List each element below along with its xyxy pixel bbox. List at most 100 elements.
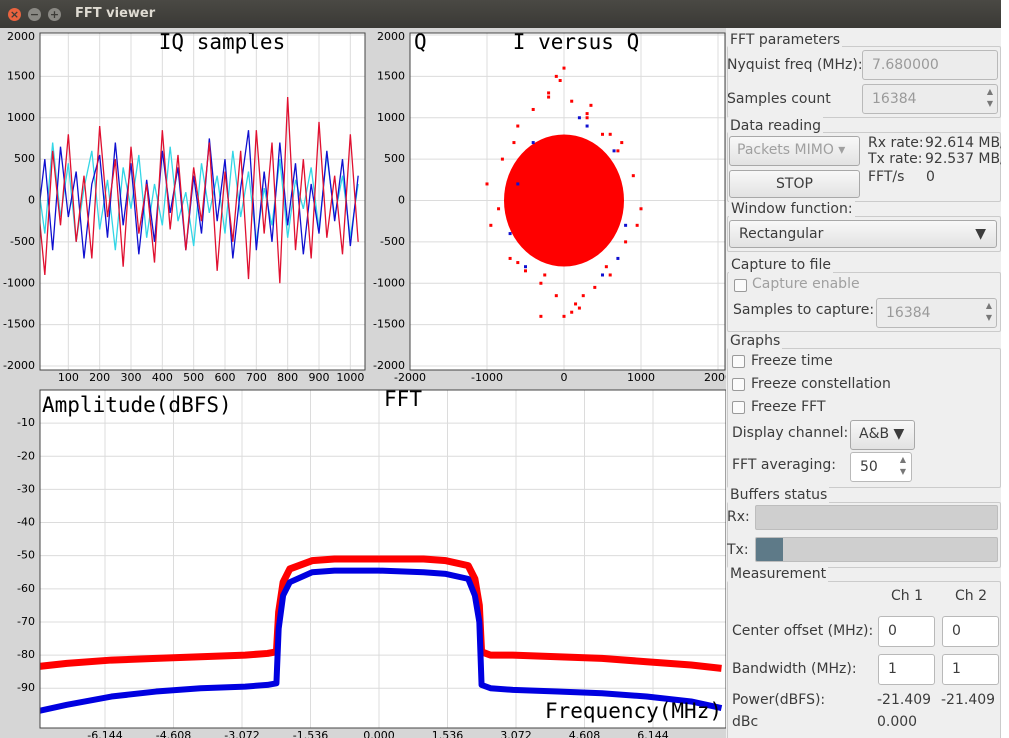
value: -21.409 — [941, 691, 995, 709]
x-tick-label: 6.144 — [637, 729, 669, 738]
y-tick-label: -40 — [17, 516, 35, 529]
checkbox[interactable] — [732, 355, 745, 368]
spin-arrows[interactable]: ▲▼ — [984, 86, 996, 110]
x-tick-label: -3.072 — [224, 729, 259, 738]
iq-point — [532, 108, 535, 111]
minimize-button[interactable]: − — [28, 8, 41, 21]
iq-point — [524, 265, 527, 268]
iq-point — [489, 224, 492, 227]
x-tick-label: 1000 — [336, 371, 364, 384]
iq-point — [547, 91, 550, 94]
x-axis-label: Frequency(MHz) — [545, 699, 722, 723]
spin-arrows[interactable]: ▲▼ — [983, 300, 995, 324]
combo-arrow: ▼ — [975, 221, 986, 247]
iq-point — [559, 79, 562, 82]
bandwidth-input[interactable]: 1 — [942, 654, 999, 685]
x-tick-label: 100 — [58, 371, 79, 384]
checkbox[interactable] — [732, 401, 745, 414]
iq-point — [593, 286, 596, 289]
capture-input[interactable]: 16384 — [876, 298, 997, 328]
x-tick-label: 900 — [309, 371, 330, 384]
iq-point — [616, 257, 619, 260]
checkbox[interactable] — [732, 378, 745, 391]
iq-point — [532, 141, 535, 144]
bandwidth-input[interactable]: 1 — [878, 654, 935, 685]
label: Freeze FFT — [751, 398, 826, 416]
value: 0.000 — [877, 713, 917, 731]
label: Rx: — [727, 508, 750, 526]
iq-point — [574, 302, 577, 305]
group-title: Data reading — [728, 117, 823, 135]
samples-input[interactable]: 16384 — [862, 84, 998, 114]
y-tick-label: -1000 — [373, 276, 405, 289]
iq-point — [555, 294, 558, 297]
column-header: Ch 2 — [955, 587, 987, 605]
label: FFT/s — [868, 168, 904, 186]
iq-point — [570, 100, 573, 103]
y-tick-label: -70 — [17, 615, 35, 628]
y-tick-label: -1000 — [3, 276, 35, 289]
x-tick-label: 700 — [246, 371, 267, 384]
iq-point — [582, 294, 585, 297]
stop-button[interactable]: STOP — [729, 170, 860, 198]
iq-point — [539, 282, 542, 285]
x-tick-label: 500 — [183, 371, 204, 384]
iq-point — [601, 273, 604, 276]
iq-point — [543, 273, 546, 276]
iq-point — [640, 207, 643, 210]
y-tick-label: 1000 — [377, 111, 405, 124]
x-tick-label: -6.144 — [87, 729, 122, 738]
iq-point — [512, 141, 515, 144]
checkbox[interactable] — [734, 279, 747, 292]
value: 92.537 MB/ — [925, 150, 1001, 168]
x-tick-label: 0.000 — [363, 729, 395, 738]
channel-combo[interactable]: A&B ▼ — [850, 420, 915, 450]
nyquist-input[interactable]: 7.680000 — [862, 50, 998, 80]
title-bar: × − + FFT viewer — [0, 0, 1001, 28]
center-input[interactable]: 0 — [942, 616, 999, 647]
label: Samples count — [727, 90, 831, 108]
iq-point — [586, 125, 589, 128]
x-tick-label: 400 — [152, 371, 173, 384]
y-tick-label: 0 — [398, 194, 405, 207]
x-tick-label: 2000 — [704, 371, 726, 384]
iq-point — [509, 232, 512, 235]
center-input[interactable]: 0 — [878, 616, 935, 647]
iq-point — [586, 116, 589, 119]
combo-text: Packets MIMO — [737, 142, 834, 158]
iq-point — [624, 240, 627, 243]
tx-buffer-bar — [755, 537, 998, 562]
iq-point — [616, 149, 619, 152]
label: Bandwidth (MHz): — [732, 660, 857, 678]
iq-point — [589, 104, 592, 107]
y-tick-label: -2000 — [3, 359, 35, 372]
label: dBc — [732, 713, 758, 731]
iq-point — [497, 207, 500, 210]
window-combo[interactable]: Rectangular▼ — [729, 220, 997, 248]
iq-point — [555, 75, 558, 78]
iq-point — [524, 269, 527, 272]
plot-title: IQ samples — [159, 30, 285, 54]
control-panel: FFT parameters Nyquist freq (MHz): 7.680… — [726, 28, 1001, 738]
x-tick-label: 4.608 — [569, 729, 601, 738]
y-tick-label: 0 — [28, 194, 35, 207]
iq-point — [578, 307, 581, 310]
iq-point — [586, 112, 589, 115]
y-tick-label: 2000 — [7, 30, 35, 43]
y-tick-label: 2000 — [377, 30, 405, 43]
axis-label: Q — [414, 30, 427, 54]
y-tick-label: 1000 — [7, 111, 35, 124]
mode-combo[interactable]: Packets MIMO ▾ — [729, 136, 860, 166]
x-tick-label: 200 — [89, 371, 110, 384]
x-tick-label: -4.608 — [156, 729, 191, 738]
spin-arrows[interactable]: ▲▼ — [897, 454, 909, 478]
close-button[interactable]: × — [8, 8, 21, 21]
iq-point — [563, 67, 566, 70]
y-tick-label: -1500 — [3, 318, 35, 331]
x-tick-label: 1.536 — [432, 729, 464, 738]
maximize-button[interactable]: + — [48, 8, 61, 21]
value: 0 — [926, 168, 935, 186]
y-tick-label: -10 — [17, 416, 35, 429]
